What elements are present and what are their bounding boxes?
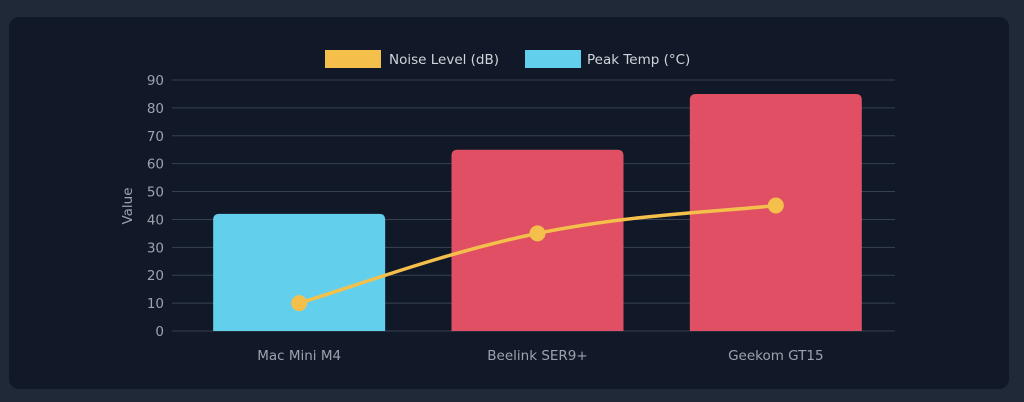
y-tick-label: 80 (147, 101, 164, 117)
y-tick-label: 90 (147, 73, 164, 89)
legend-swatch (325, 50, 381, 68)
x-tick-label: Mac Mini M4 (257, 348, 341, 364)
y-tick-label: 0 (155, 324, 164, 340)
y-axis: 0 10 20 30 40 50 60 70 80 90 (147, 73, 164, 340)
legend-swatch (525, 50, 581, 68)
noise-point-geekom-gt15[interactable] (767, 197, 784, 214)
y-tick-label: 60 (147, 157, 164, 173)
y-axis-title: Value (120, 187, 136, 224)
x-axis: Mac Mini M4 Beelink SER9+ Geekom GT15 (257, 348, 823, 364)
legend-item-noise-level[interactable]: Noise Level (dB) (325, 50, 499, 68)
bar-series (213, 93, 862, 331)
y-tick-label: 70 (147, 129, 164, 145)
bar-mac-mini-m4[interactable] (213, 213, 386, 331)
y-tick-label: 30 (147, 240, 164, 256)
y-tick-label: 20 (147, 268, 164, 284)
y-tick-label: 50 (147, 185, 164, 201)
x-tick-label: Geekom GT15 (728, 348, 824, 364)
line-series (291, 197, 784, 312)
noise-point-mac-mini-m4[interactable] (291, 295, 308, 312)
legend-label: Noise Level (dB) (389, 52, 499, 68)
y-tick-label: 40 (147, 212, 164, 228)
legend-item-peak-temp[interactable]: Peak Temp (°C) (525, 50, 690, 68)
legend: Noise Level (dB) Peak Temp (°C) (325, 50, 690, 68)
y-tick-label: 10 (147, 296, 164, 312)
x-tick-label: Beelink SER9+ (487, 348, 587, 364)
legend-label: Peak Temp (°C) (587, 52, 690, 68)
noise-point-beelink-ser9-[interactable] (529, 225, 546, 242)
